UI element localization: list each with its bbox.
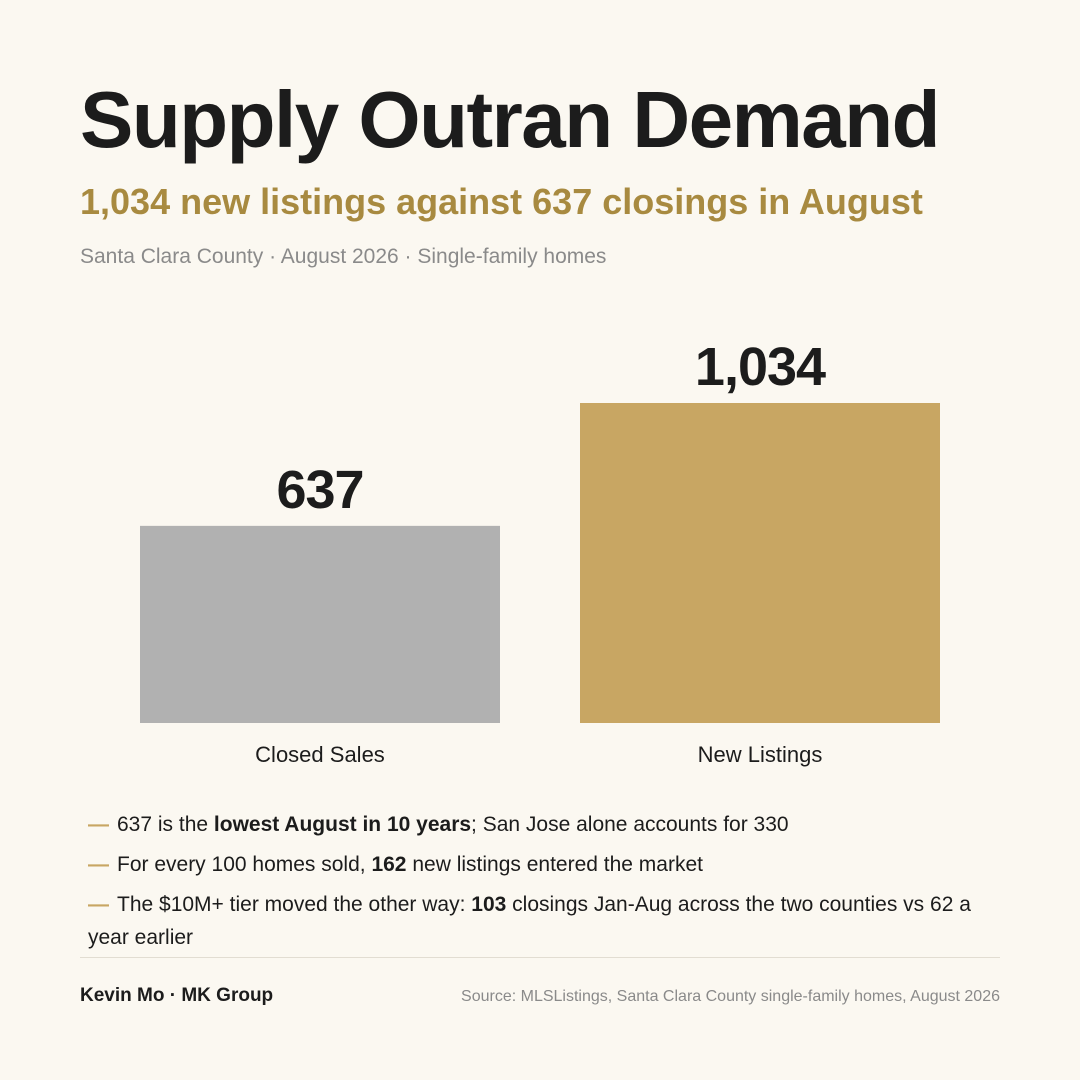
dash-marker-icon: — [88,893,109,916]
dash-marker-icon: — [88,853,109,876]
dash-marker-icon: — [88,813,109,836]
insight-text: The $10M+ tier moved the other way: [117,893,472,916]
insight-text: closings Jan-Aug across the two counties… [88,893,971,949]
chart-meta: Santa Clara County · August 2026 · Singl… [80,245,607,268]
page-title: Supply Outran Demand [80,75,940,164]
insight-highlight: 103 [471,893,507,916]
bar-new-listings [580,403,940,723]
insight-text: new listings entered the market [406,853,703,876]
bar-closed-sales [140,525,500,723]
insight-text: For every 100 homes sold, [117,853,372,876]
page-subtitle: 1,034 new listings against 637 closings … [80,181,923,222]
insight-highlight: lowest August in 10 years [213,813,472,836]
insight-item: — 637 is the lowest August in 10 years; S… [88,808,988,841]
bar-chart: 637 Closed Sales 1,034 New Listings [140,337,940,767]
author-credit: Kevin Mo · MK Group [80,985,274,1006]
value-label-closed-sales: 637 [276,460,363,520]
insight-highlight: 162 [371,853,407,876]
category-label-new-listings: New Listings [698,742,823,767]
value-label-new-listings: 1,034 [695,337,826,397]
insight-text: 637 is the [117,813,214,836]
insight-item: — The $10M+ tier moved the other way: 103… [88,888,988,954]
insight-text: ; San Jose alone accounts for 330 [471,813,789,836]
source-note: Source: MLSListings, Santa Clara County … [461,988,1000,1005]
insight-list: — 637 is the lowest August in 10 years; S… [88,808,988,961]
footer-divider [80,957,1000,958]
insight-item: — For every 100 homes sold, 162 new listi… [88,848,988,881]
category-label-closed-sales: Closed Sales [255,742,385,767]
